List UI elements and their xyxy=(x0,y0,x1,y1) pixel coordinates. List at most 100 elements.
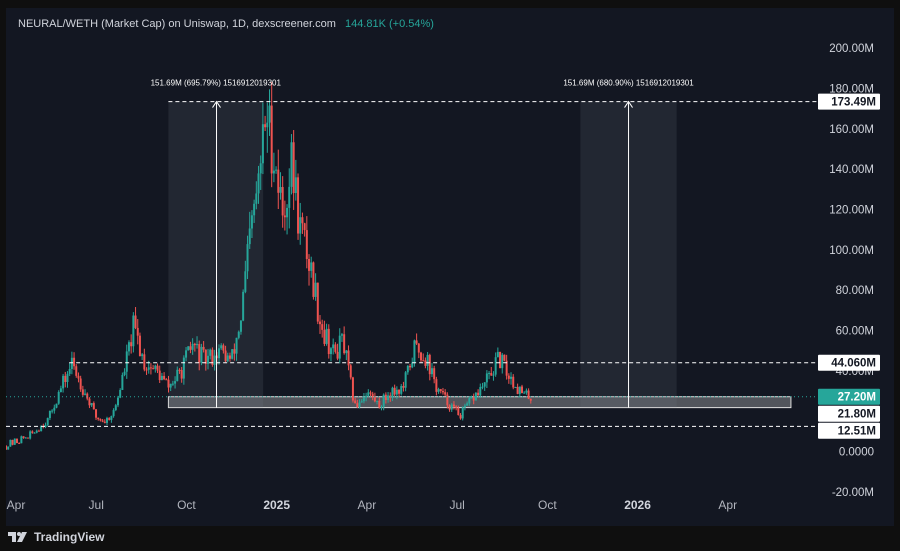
y-tick-label: 140.00M xyxy=(829,164,874,176)
candle-body xyxy=(266,122,269,128)
candle-body xyxy=(387,395,390,400)
candle-body xyxy=(77,375,80,379)
y-tick-label: 0.0000 xyxy=(839,447,874,459)
y-tick-label: 80.00M xyxy=(836,285,874,297)
candle-body xyxy=(99,419,102,421)
candle-body xyxy=(209,349,212,356)
candle-body xyxy=(340,334,343,336)
x-tick-label: Oct xyxy=(177,498,196,512)
y-tick-label: 180.00M xyxy=(829,83,874,95)
candle-body xyxy=(250,215,253,229)
candle-body xyxy=(279,187,282,193)
candle-body xyxy=(163,375,166,380)
candle-body xyxy=(191,343,194,350)
candle-body xyxy=(178,369,181,371)
candle-body xyxy=(415,340,418,344)
candle-body xyxy=(114,405,117,411)
candle-body xyxy=(33,432,36,434)
candle-body xyxy=(371,393,374,397)
candle-body xyxy=(424,360,427,366)
support-zone xyxy=(167,396,792,409)
candle-body xyxy=(351,377,354,401)
candle-body xyxy=(198,344,201,363)
candle-body xyxy=(187,346,190,351)
candle-body xyxy=(409,365,412,368)
candle-body xyxy=(404,372,407,388)
candle-body xyxy=(248,228,251,245)
candle-body xyxy=(112,410,115,417)
arrow-head-icon xyxy=(212,100,221,108)
candle-body xyxy=(196,344,199,346)
candle-body xyxy=(213,355,216,365)
candle-body xyxy=(130,342,133,347)
candle-body xyxy=(211,349,214,365)
price-label-box xyxy=(818,354,880,371)
candle-body xyxy=(121,374,124,390)
candle-body xyxy=(406,365,409,373)
candle-body xyxy=(169,383,172,388)
candle-body xyxy=(301,217,304,224)
price-change: 144.81K (+0.54%) xyxy=(344,18,434,30)
candle-body xyxy=(433,368,436,380)
candle-body xyxy=(505,360,508,376)
candle-body xyxy=(174,381,177,384)
candle-body xyxy=(193,343,196,346)
candle-body xyxy=(343,334,346,354)
candle-body xyxy=(325,328,328,344)
candle-body xyxy=(391,387,394,398)
x-tick-label: Apr xyxy=(358,498,377,512)
candle-body xyxy=(525,390,528,393)
candle-body xyxy=(382,394,385,407)
candle-body xyxy=(455,406,458,408)
candle-body xyxy=(242,291,245,321)
candle-body xyxy=(224,350,227,362)
chart-title: NEURAL/WETH (Market Cap) on Uniswap, 1D,… xyxy=(18,18,336,30)
candle-body xyxy=(180,370,183,379)
tradingview-brand: TradingView xyxy=(34,530,105,544)
candle-body xyxy=(66,373,69,383)
measure-box-1 xyxy=(168,101,264,408)
candle-body xyxy=(200,346,203,363)
candle-body xyxy=(435,379,438,392)
candle-body xyxy=(233,349,236,354)
candle-body xyxy=(277,169,280,193)
candle-body xyxy=(430,368,433,375)
chart-frame: 151.69M (695.79%) 1516912019301 151.69M (… xyxy=(6,8,894,526)
candle-body xyxy=(26,437,29,439)
y-tick-label: 60.00M xyxy=(836,326,874,338)
candle-body xyxy=(231,349,234,359)
candle-body xyxy=(398,389,401,394)
candle-body xyxy=(204,349,207,364)
candle-body xyxy=(152,368,155,370)
candle-body xyxy=(86,393,89,399)
candle-body xyxy=(84,393,87,395)
candle-body xyxy=(127,342,130,352)
candle-body xyxy=(428,354,431,375)
candle-body xyxy=(88,398,91,406)
candle-body xyxy=(472,397,475,401)
candle-body xyxy=(207,355,210,364)
candle-body xyxy=(64,375,67,383)
candle-body xyxy=(450,404,453,410)
x-tick-label: Jul xyxy=(449,498,464,512)
candle-body xyxy=(257,173,260,194)
candle-body xyxy=(259,163,262,174)
candle-body xyxy=(149,367,152,369)
x-tick-label: Jul xyxy=(89,498,104,512)
candle-body xyxy=(474,392,477,401)
candle-body xyxy=(202,346,205,350)
candle-body xyxy=(24,437,27,439)
candle-body xyxy=(400,386,403,394)
candle-body xyxy=(378,400,381,408)
candle-body xyxy=(29,431,32,439)
candle-body xyxy=(297,177,300,234)
candle-body xyxy=(380,406,383,408)
candle-body xyxy=(463,405,466,408)
candle-body xyxy=(217,348,220,359)
candle-body xyxy=(441,390,444,393)
candle-body xyxy=(501,354,504,369)
price-label-box xyxy=(818,93,880,110)
chart-canvas[interactable]: 151.69M (695.79%) 1516912019301 151.69M (… xyxy=(6,8,894,526)
candle-body xyxy=(496,351,499,358)
candle-body xyxy=(514,386,517,388)
